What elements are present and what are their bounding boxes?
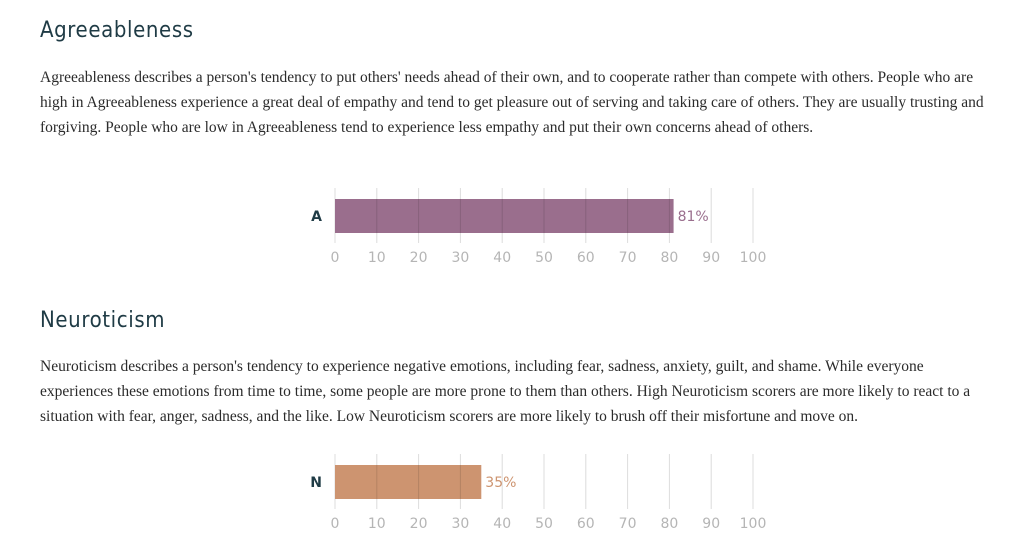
- x-tick-label: 0: [331, 250, 340, 266]
- x-tick-label: 80: [660, 516, 678, 532]
- category-label: A: [311, 209, 322, 225]
- x-tick-label: 90: [702, 250, 720, 266]
- value-label: 81%: [678, 209, 709, 225]
- bar-chart-svg: A 81% 0 10 20 30 40 50 60 70 80 90 100: [311, 188, 767, 266]
- x-tick-label: 100: [740, 516, 767, 532]
- x-tick-label: 10: [368, 250, 386, 266]
- agreeableness-chart: A 81% 0 10 20 30 40 50 60 70 80 90 100: [300, 186, 780, 276]
- value-label: 35%: [485, 475, 516, 491]
- x-tick-label: 80: [660, 250, 678, 266]
- section-description: Neuroticism describes a person's tendenc…: [40, 358, 971, 425]
- x-tick-label: 90: [702, 516, 720, 532]
- x-tick-label: 70: [619, 516, 637, 532]
- x-tick-label: 70: [619, 250, 637, 266]
- x-tick-label: 40: [493, 516, 511, 532]
- x-tick-label: 40: [493, 250, 511, 266]
- x-tick-label: 50: [535, 516, 553, 532]
- section-description: Agreeableness describes a person's tende…: [40, 69, 984, 136]
- x-tick-label: 20: [410, 516, 428, 532]
- x-tick-label: 60: [577, 250, 595, 266]
- section-title: Agreeableness: [40, 18, 194, 43]
- x-tick-label: 20: [410, 250, 428, 266]
- x-tick-label: 50: [535, 250, 553, 266]
- category-label: N: [310, 475, 322, 491]
- neuroticism-section: Neuroticism Neuroticism describes a pers…: [40, 304, 1000, 429]
- x-tick-label: 30: [451, 250, 469, 266]
- bar: [335, 465, 482, 499]
- x-tick-label: 30: [451, 516, 469, 532]
- bar: [335, 199, 674, 233]
- x-tick-label: 100: [740, 250, 767, 266]
- x-tick-label: 10: [368, 516, 386, 532]
- x-tick-label: 60: [577, 516, 595, 532]
- x-tick-label: 0: [331, 516, 340, 532]
- neuroticism-chart: N 35% 0 10 20 30 40 50 60 70 80 90 100: [300, 452, 780, 542]
- agreeableness-section: Agreeableness Agreeableness describes a …: [40, 14, 1000, 140]
- section-title: Neuroticism: [40, 308, 166, 333]
- bar-chart-svg: N 35% 0 10 20 30 40 50 60 70 80 90 100: [310, 454, 767, 532]
